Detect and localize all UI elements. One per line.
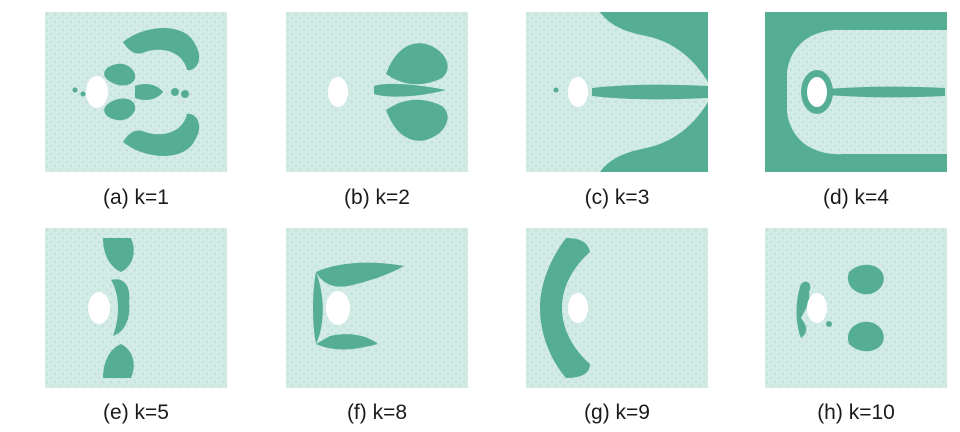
cluster-region bbox=[316, 334, 378, 350]
cluster-region bbox=[540, 238, 590, 378]
obstacle-hole bbox=[326, 291, 350, 325]
cluster-region bbox=[600, 12, 708, 82]
panel-d-caption: (d) k=4 bbox=[823, 186, 889, 209]
panel-g-caption: (g) k=9 bbox=[584, 401, 650, 424]
cluster-region bbox=[600, 102, 708, 172]
panel-h-figure bbox=[765, 228, 947, 388]
obstacle-hole bbox=[568, 77, 588, 107]
cluster-region bbox=[796, 281, 811, 338]
obstacle-hole bbox=[807, 77, 827, 107]
cluster-region bbox=[386, 43, 448, 85]
panel-b-caption: (b) k=2 bbox=[344, 186, 410, 209]
panel-f-figure bbox=[286, 228, 468, 388]
panel-a-caption: (a) k=1 bbox=[103, 186, 169, 209]
panel-f-caption: (f) k=8 bbox=[346, 401, 408, 424]
panel-e-figure bbox=[45, 228, 227, 388]
cluster-region bbox=[847, 321, 884, 352]
cluster-region bbox=[123, 113, 200, 156]
panel-a-figure bbox=[45, 12, 227, 172]
cluster-region bbox=[847, 264, 884, 295]
panel-d-figure bbox=[765, 12, 947, 172]
obstacle-hole bbox=[328, 77, 348, 107]
cluster-region bbox=[135, 84, 163, 100]
obstacle-hole bbox=[88, 292, 110, 324]
panel-c-caption: (c) k=3 bbox=[584, 186, 650, 209]
cluster-region bbox=[104, 98, 136, 121]
panel-g-figure bbox=[526, 228, 708, 388]
cluster-region bbox=[313, 272, 323, 344]
field-background bbox=[765, 228, 947, 388]
obstacle-hole bbox=[568, 293, 588, 323]
cluster-region bbox=[316, 262, 404, 287]
field-background bbox=[45, 228, 227, 388]
cluster-region bbox=[374, 83, 446, 97]
cluster-region bbox=[103, 344, 134, 378]
cluster-region bbox=[103, 238, 134, 272]
cluster-region bbox=[386, 99, 448, 141]
cluster-region bbox=[592, 84, 708, 100]
obstacle-hole bbox=[86, 76, 108, 108]
cluster-region bbox=[123, 28, 200, 71]
panel-b-figure bbox=[286, 12, 468, 172]
panel-e-caption: (e) k=5 bbox=[103, 401, 169, 424]
cluster-region bbox=[104, 63, 136, 86]
cluster-region bbox=[111, 279, 130, 336]
panel-c-figure bbox=[526, 12, 708, 172]
cluster-region bbox=[827, 86, 945, 98]
panel-h-caption: (h) k=10 bbox=[817, 401, 895, 424]
obstacle-hole bbox=[807, 293, 827, 323]
